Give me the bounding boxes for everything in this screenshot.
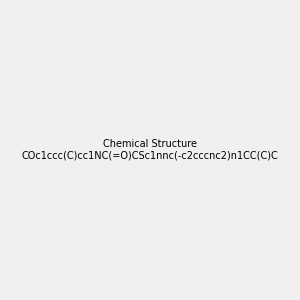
Text: Chemical Structure
COc1ccc(C)cc1NC(=O)CSc1nnc(-c2cccnc2)n1CC(C)C: Chemical Structure COc1ccc(C)cc1NC(=O)CS… — [22, 139, 278, 161]
